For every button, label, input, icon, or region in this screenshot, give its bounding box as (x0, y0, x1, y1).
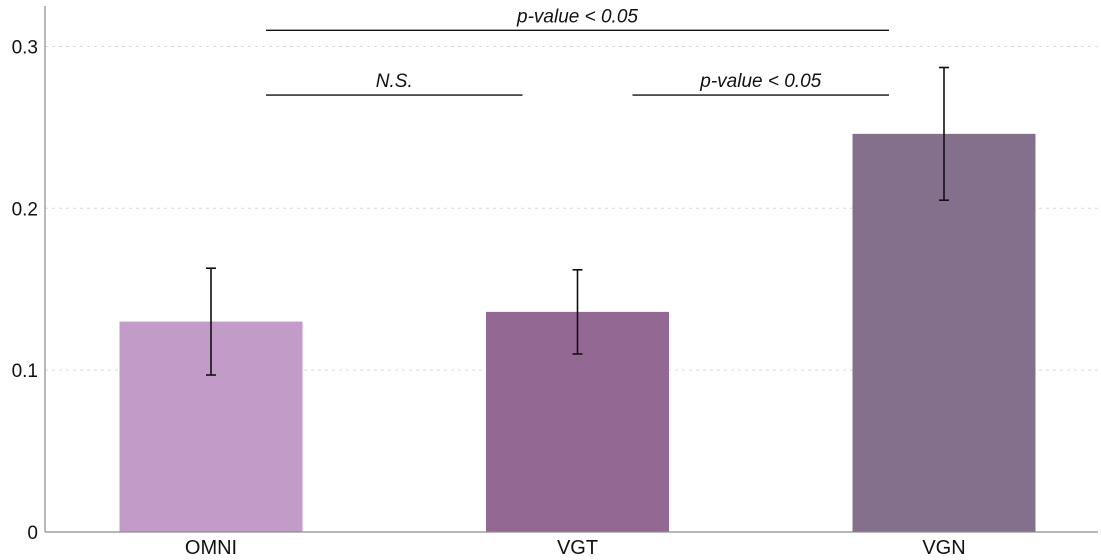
y-tick-label-0: 0 (27, 523, 38, 544)
significance-bracket-2: p-value < 0.05 (632, 71, 889, 96)
y-tick-label-1: 0.1 (12, 361, 38, 382)
error-bar-vgt (572, 269, 583, 355)
x-tick-label-vgt: VGT (557, 537, 598, 559)
significance-annotations: p-value < 0.05 N.S. p-value < 0.05 (266, 6, 889, 96)
x-tick-label-vgn: VGN (922, 537, 965, 559)
error-bar-omni (206, 267, 216, 376)
bracket-label: p-value < 0.05 (699, 71, 821, 92)
x-tick-label-omni: OMNI (185, 537, 237, 559)
y-tick-label-3: 0.3 (12, 37, 38, 58)
y-tick-labels: 0 0.1 0.2 0.3 (12, 37, 38, 544)
bracket-label: N.S. (376, 71, 413, 92)
x-tick-labels: OMNI VGT VGN (185, 537, 966, 559)
error-bar-vgn (939, 66, 949, 202)
significance-bracket-0: p-value < 0.05 (266, 6, 889, 31)
error-bars (206, 66, 949, 376)
bracket-label: p-value < 0.05 (516, 6, 638, 27)
axes (44, 6, 1098, 533)
y-tick-label-2: 0.2 (12, 199, 38, 220)
significance-bracket-1: N.S. (266, 71, 523, 96)
